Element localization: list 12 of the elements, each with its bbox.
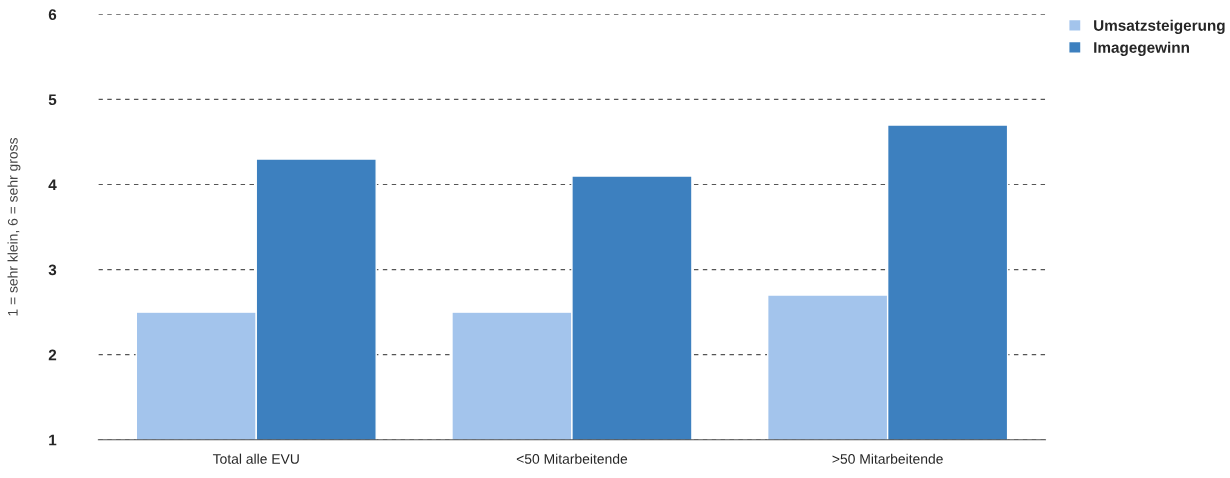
- y-tick-label: 3: [48, 264, 57, 276]
- y-tick-label: 6: [48, 9, 57, 21]
- legend-label: Imagegewinn: [1094, 41, 1189, 56]
- legend-label: Umsatzsteigerung: [1094, 19, 1225, 34]
- y-axis-title: 1 = sehr klein, 6 = sehr gross: [7, 137, 21, 316]
- x-tick-label: Total alle EVU: [212, 453, 299, 464]
- y-tick-label: 5: [48, 94, 57, 106]
- y-tick-label: 2: [48, 349, 57, 361]
- x-tick-label: <50 Mitarbeitende: [516, 453, 628, 464]
- y-tick-label: 4: [48, 179, 57, 191]
- x-tick-label: >50 Mitarbeitende: [832, 453, 943, 464]
- y-tick-label: 1: [49, 434, 57, 446]
